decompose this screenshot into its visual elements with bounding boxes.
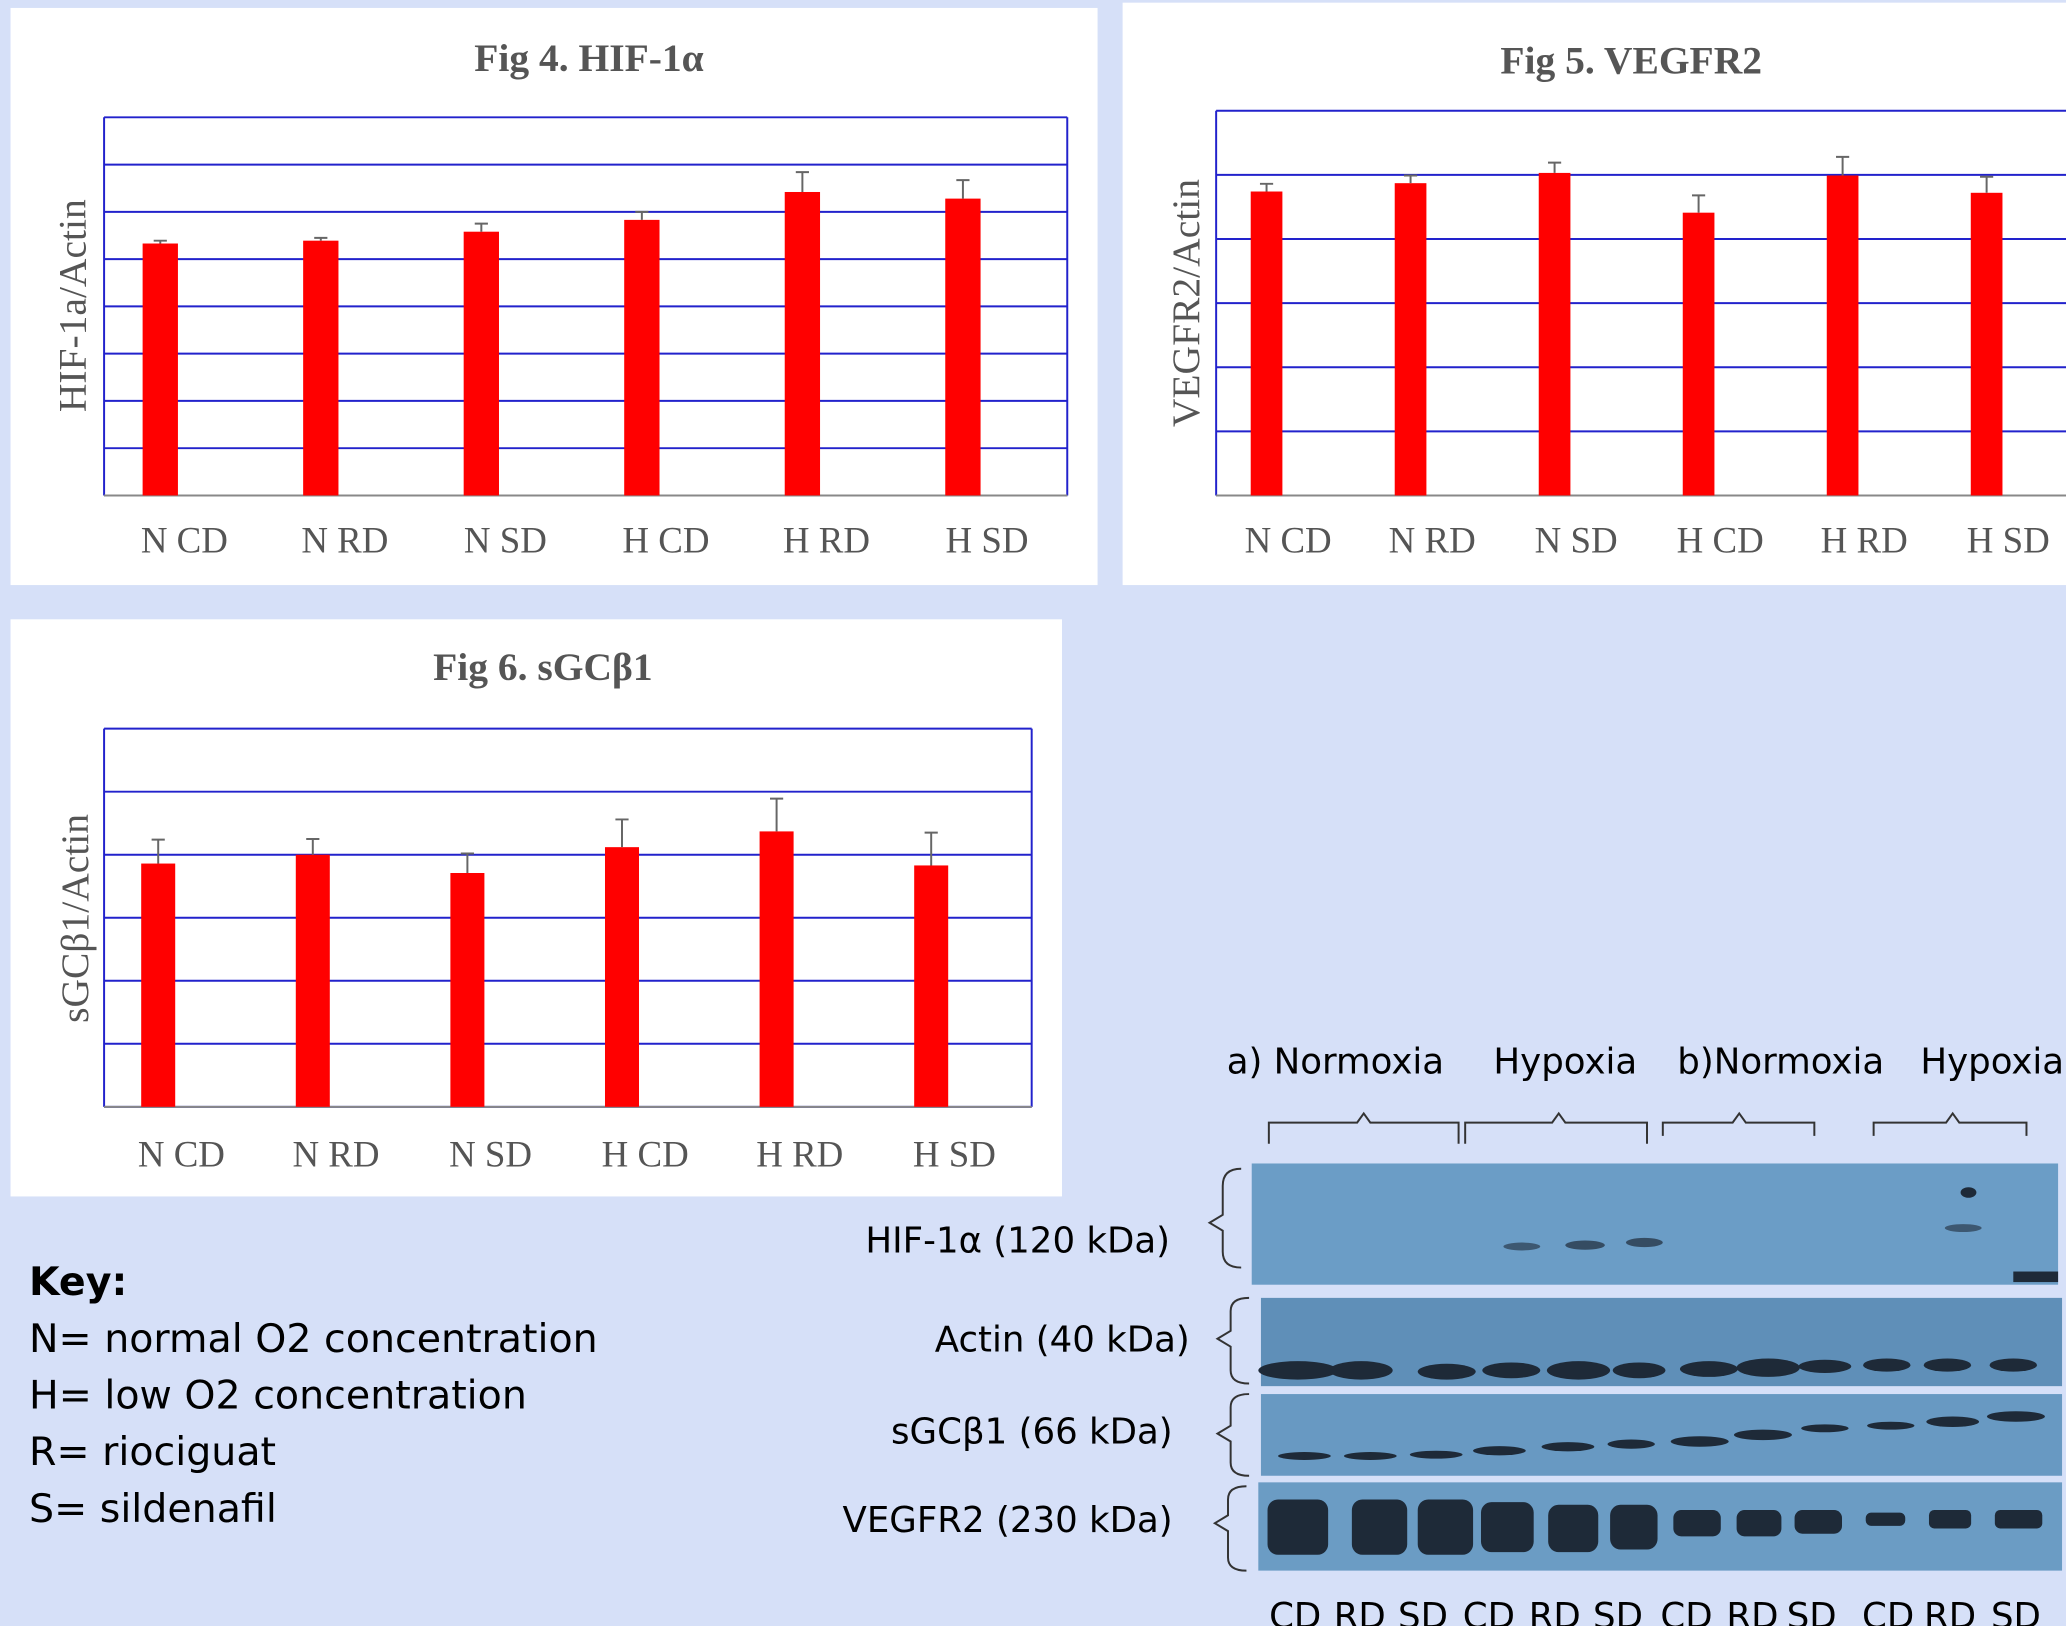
x-tick-label: H RD (783, 520, 870, 561)
x-tick-label: H SD (913, 1134, 996, 1175)
poster: Fig 4. HIF-1α HIF-1a/Actin N CD N RD N SD H C… (0, 0, 2066, 1626)
bar (1395, 183, 1427, 495)
lane-label: RD (1924, 1596, 1976, 1626)
lane-label: CD (1862, 1596, 1914, 1626)
bar (303, 241, 338, 496)
bar (1539, 173, 1571, 496)
bar (1971, 193, 2003, 496)
chart-title: Fig 6. sGCβ1 (433, 645, 653, 689)
key-title: Key: (29, 1259, 127, 1305)
group-label: Hypoxia (1920, 1041, 2064, 1082)
x-tick-label: H CD (622, 520, 709, 561)
key-line: H= low O2 concentration (29, 1373, 527, 1419)
lane-label: SD (1593, 1596, 1643, 1626)
bar (914, 865, 948, 1106)
band-label: sGCβ1 (66 kDa) (891, 1412, 1173, 1453)
bar (624, 220, 659, 496)
x-tick-label: N SD (449, 1134, 532, 1175)
x-tick-label: H RD (756, 1134, 843, 1175)
x-tick-label: N CD (138, 1134, 225, 1175)
lane-label: SD (1991, 1596, 2041, 1626)
lane-label: RD (1529, 1596, 1581, 1626)
x-tick-label: N RD (301, 520, 388, 561)
x-tick-label: N CD (141, 520, 228, 561)
group-label: Hypoxia (1493, 1041, 1637, 1082)
band-label: HIF-1α (120 kDa) (865, 1221, 1170, 1262)
bar (464, 232, 499, 496)
x-tick-label: H RD (1821, 520, 1908, 561)
lane-label: CD (1269, 1596, 1321, 1626)
band-label: Actin (40 kDa) (935, 1319, 1190, 1360)
key-line: N= normal O2 concentration (29, 1316, 598, 1362)
x-tick-label: H CD (1677, 520, 1764, 561)
x-tick-label: N SD (464, 520, 547, 561)
bar (945, 199, 980, 496)
bar (296, 855, 330, 1107)
chart-title: Fig 4. HIF-1α (474, 36, 704, 80)
bar (1683, 213, 1715, 496)
lane-label: CD (1660, 1596, 1712, 1626)
x-tick-label: H SD (1967, 520, 2050, 561)
key-line: S= sildenafil (29, 1486, 277, 1532)
bar (141, 864, 175, 1107)
blot-strip (1261, 1394, 2062, 1476)
chart-title: Fig 5. VEGFR2 (1500, 39, 1762, 83)
bar (1251, 192, 1283, 496)
lane-label: RD (1726, 1596, 1778, 1626)
bar (1827, 175, 1859, 495)
bar (785, 192, 820, 495)
lane-label: RD (1334, 1596, 1386, 1626)
x-tick-label: H SD (945, 520, 1028, 561)
x-tick-label: H CD (602, 1134, 689, 1175)
bar (143, 244, 178, 496)
bar (760, 831, 794, 1106)
lane-label: SD (1398, 1596, 1448, 1626)
page: Fig 4. HIF-1α HIF-1a/Actin N CD N RD N SD H C… (0, 0, 2066, 1626)
bar (605, 847, 639, 1107)
group-label: b)Normoxia (1677, 1041, 1884, 1082)
y-axis-label: VEGFR2/Actin (1164, 179, 1208, 427)
lane-label: SD (1787, 1596, 1837, 1626)
y-axis-label: HIF-1a/Actin (50, 199, 94, 412)
key-line: R= riociguat (29, 1429, 276, 1475)
x-tick-label: N SD (1535, 520, 1618, 561)
lane-label: CD (1463, 1596, 1515, 1626)
x-tick-label: N RD (1389, 520, 1476, 561)
y-axis-label: sGCβ1/Actin (53, 814, 97, 1023)
bar (450, 873, 484, 1107)
band-label: VEGFR2 (230 kDa) (843, 1500, 1173, 1541)
x-tick-label: N RD (292, 1134, 379, 1175)
group-label: a) Normoxia (1227, 1041, 1444, 1082)
x-tick-label: N CD (1245, 520, 1332, 561)
blot-strip (1252, 1163, 2058, 1284)
